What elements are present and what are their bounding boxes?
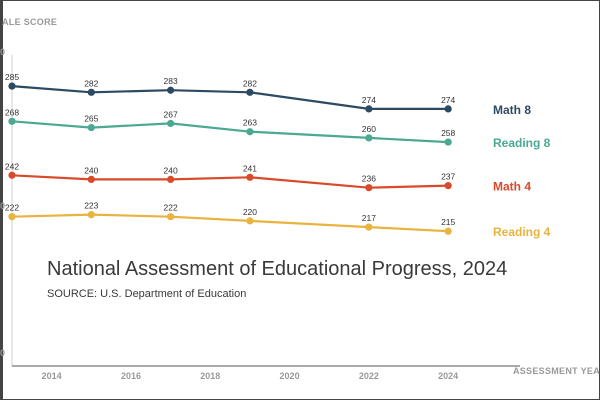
series-line [11, 213, 449, 233]
y-tick-label: 0 [0, 47, 6, 57]
data-point [365, 134, 373, 142]
data-label: 241 [243, 163, 257, 173]
data-point [87, 123, 95, 132]
x-tick-label: 2024 [438, 371, 458, 381]
data-point [87, 175, 95, 183]
data-point [167, 175, 175, 183]
data-point [444, 105, 452, 113]
series-label: Reading 8 [493, 136, 551, 150]
data-label: 283 [164, 76, 178, 86]
data-label: 274 [362, 95, 376, 105]
chart-title: National Assessment of Educational Progr… [47, 258, 508, 280]
chart-source: SOURCE: U.S. Department of Education [47, 288, 247, 300]
data-label: 274 [441, 95, 455, 105]
data-point [87, 211, 95, 219]
data-label: 258 [441, 128, 455, 138]
data-label: 220 [243, 207, 257, 217]
data-label: 268 [5, 107, 19, 117]
data-label: 223 [84, 201, 98, 211]
data-point [8, 117, 16, 125]
series-label: Reading 4 [493, 225, 551, 239]
data-label: 285 [5, 72, 19, 82]
data-label: 222 [164, 203, 178, 213]
data-point [365, 223, 373, 231]
data-label: 282 [84, 78, 98, 88]
data-point [246, 173, 254, 181]
x-tick-label: 2020 [280, 371, 300, 381]
data-label: 236 [362, 174, 376, 184]
data-point [8, 82, 16, 90]
data-label: 240 [84, 165, 98, 175]
data-label: 215 [441, 217, 455, 227]
data-label: 222 [5, 203, 19, 213]
data-point [444, 138, 452, 146]
data-point [167, 86, 175, 94]
x-tick-label: 2022 [359, 371, 379, 381]
data-point [246, 217, 254, 225]
data-point [246, 88, 254, 96]
data-point [444, 182, 452, 190]
data-point [365, 105, 373, 113]
data-point [246, 128, 254, 136]
data-label: 263 [243, 118, 257, 128]
data-label: 240 [164, 165, 178, 175]
y-tick-label: 0 [0, 201, 6, 211]
data-label: 242 [5, 161, 19, 171]
data-label: 260 [362, 124, 376, 134]
data-label: 282 [243, 78, 257, 88]
data-label: 265 [84, 114, 98, 124]
series-label: Math 8 [493, 103, 531, 117]
series-label: Math 4 [493, 180, 531, 194]
data-point [167, 119, 175, 128]
y-axis-label: ALE SCORE [2, 17, 58, 27]
data-point [8, 171, 16, 179]
data-point [444, 227, 452, 235]
data-label: 267 [164, 109, 178, 119]
data-point [167, 213, 175, 221]
data-point [365, 184, 373, 192]
data-point [87, 88, 95, 96]
series-line [11, 120, 449, 144]
series-line [11, 85, 449, 111]
data-point [8, 213, 16, 221]
y-tick-label: 0 [0, 348, 6, 358]
x-tick-label: 2016 [121, 371, 141, 381]
x-tick-label: 2018 [200, 371, 220, 381]
data-label: 217 [362, 213, 376, 223]
x-axis-label: ASSESSMENT YEA [512, 366, 600, 376]
x-tick-label: 2014 [42, 371, 62, 381]
series-line [11, 174, 449, 189]
data-label: 237 [441, 172, 455, 182]
